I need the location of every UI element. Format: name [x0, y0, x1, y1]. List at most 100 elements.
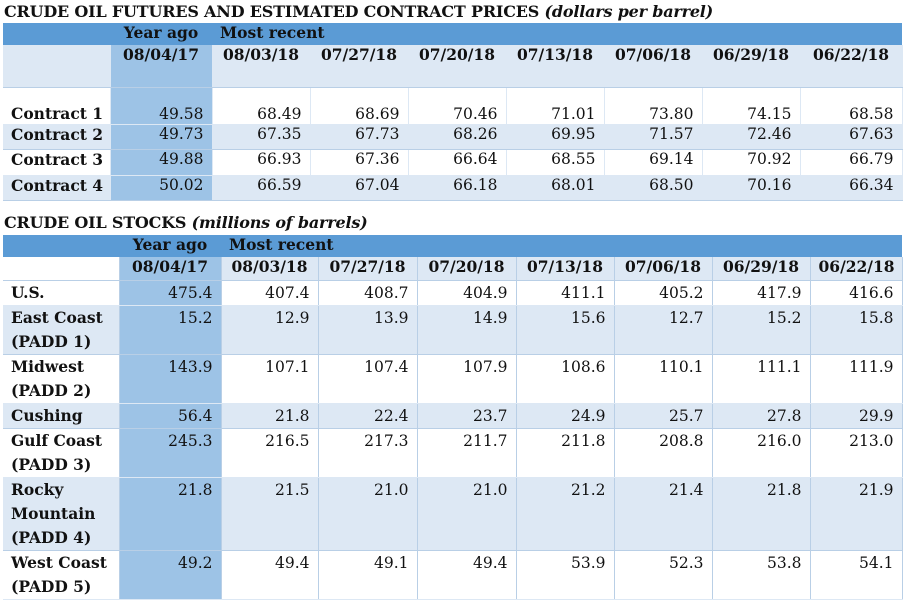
futures-value: 67.04: [310, 175, 409, 201]
stocks-unit: (millions of barrels): [191, 213, 368, 232]
stocks-year-ago-value: 15.2: [119, 305, 222, 355]
futures-value: 66.93: [212, 149, 311, 176]
stocks-date: 07/06/18: [614, 257, 713, 281]
stocks-value: 107.4: [318, 354, 418, 404]
futures-value: 71.57: [604, 124, 703, 150]
futures-title-text: CRUDE OIL FUTURES AND ESTIMATED CONTRACT…: [4, 2, 540, 21]
futures-year-ago-value: 49.73: [110, 124, 213, 150]
futures-year-ago-value: 49.58: [110, 87, 213, 125]
futures-row-label: Contract 1: [3, 87, 111, 125]
futures-value: 66.79: [800, 149, 903, 176]
futures-value: 66.18: [408, 175, 507, 201]
stocks-date: 07/20/18: [417, 257, 517, 281]
stocks-date-blank: [3, 257, 120, 281]
futures-value: 69.95: [506, 124, 605, 150]
futures-value: 67.36: [310, 149, 409, 176]
futures-row: Contract 1 49.58 68.49 68.69 70.46 71.01 73.80…: [3, 87, 903, 125]
stocks-title-text: CRUDE OIL STOCKS: [4, 213, 187, 232]
futures-value: 68.01: [506, 175, 605, 201]
stocks-value: 213.0: [810, 428, 903, 478]
stocks-value: 416.6: [810, 280, 903, 306]
stocks-value: 417.9: [712, 280, 811, 306]
futures-year-ago-value: 50.02: [110, 175, 213, 201]
stocks-title: CRUDE OIL STOCKS (millions of barrels): [4, 214, 368, 232]
stocks-row: U.S. 475.4 407.4 408.7 404.9 411.1 405.2 417.9 4…: [3, 280, 903, 306]
stocks-value: 21.8: [221, 403, 319, 429]
stocks-value: 49.1: [318, 550, 418, 600]
futures-row: Contract 2 49.73 67.35 67.73 68.26 69.95 71.57…: [3, 124, 903, 150]
stocks-row: West Coast (PADD 5) 49.2 49.4 49.1 49.4 53.9 5…: [3, 550, 903, 600]
stocks-year-ago-value: 143.9: [119, 354, 222, 404]
stocks-value: 21.0: [318, 477, 418, 551]
stocks-value: 29.9: [810, 403, 903, 429]
futures-value: 69.14: [604, 149, 703, 176]
futures-title: CRUDE OIL FUTURES AND ESTIMATED CONTRACT…: [4, 3, 713, 21]
futures-value: 67.73: [310, 124, 409, 150]
futures-date-year-ago: 08/04/17: [110, 45, 213, 88]
stocks-value: 49.4: [417, 550, 517, 600]
futures-value: 68.55: [506, 149, 605, 176]
futures-band-row: Year ago Most recent: [3, 23, 903, 45]
stocks-value: 107.9: [417, 354, 517, 404]
stocks-value: 111.1: [712, 354, 811, 404]
stocks-value: 408.7: [318, 280, 418, 306]
stocks-year-ago-value: 49.2: [119, 550, 222, 600]
futures-value: 66.64: [408, 149, 507, 176]
stocks-date: 08/03/18: [221, 257, 319, 281]
stocks-value: 107.1: [221, 354, 319, 404]
stocks-value: 53.9: [516, 550, 615, 600]
futures-year-ago-value: 49.88: [110, 149, 213, 176]
stocks-value: 21.9: [810, 477, 903, 551]
futures-date: 07/27/18: [310, 45, 409, 88]
stocks-table: Year ago Most recent 08/04/17 08/03/18 0…: [3, 235, 903, 600]
stocks-value: 216.5: [221, 428, 319, 478]
stocks-year-ago-label: Year ago: [119, 235, 221, 257]
stocks-row-label: Cushing: [3, 403, 120, 429]
stocks-year-ago-value: 21.8: [119, 477, 222, 551]
stocks-value: 24.9: [516, 403, 615, 429]
futures-year-ago-label: Year ago: [110, 23, 212, 45]
stocks-row-label: Gulf Coast (PADD 3): [3, 428, 120, 478]
stocks-value: 404.9: [417, 280, 517, 306]
stocks-value: 12.9: [221, 305, 319, 355]
stocks-date-year-ago: 08/04/17: [119, 257, 222, 281]
stocks-value: 21.0: [417, 477, 517, 551]
stocks-value: 49.4: [221, 550, 319, 600]
stocks-value: 21.4: [614, 477, 713, 551]
stocks-row-label: Midwest (PADD 2): [3, 354, 120, 404]
futures-date-row: 08/04/17 08/03/18 07/27/18 07/20/18 07/1…: [3, 45, 903, 88]
futures-table: Year ago Most recent 08/04/17 08/03/18 0…: [3, 23, 903, 201]
futures-row: Contract 3 49.88 66.93 67.36 66.64 68.55 69.14…: [3, 149, 903, 176]
stocks-year-ago-value: 56.4: [119, 403, 222, 429]
futures-value: 67.63: [800, 124, 903, 150]
stocks-value: 216.0: [712, 428, 811, 478]
stocks-year-ago-value: 475.4: [119, 280, 222, 306]
stocks-row: Cushing 56.4 21.8 22.4 23.7 24.9 25.7 27.8 29.9: [3, 403, 903, 429]
stocks-value: 411.1: [516, 280, 615, 306]
futures-row-label: Contract 3: [3, 149, 111, 176]
stocks-value: 14.9: [417, 305, 517, 355]
stocks-value: 21.2: [516, 477, 615, 551]
stocks-value: 111.9: [810, 354, 903, 404]
futures-date: 08/03/18: [212, 45, 311, 88]
stocks-value: 27.8: [712, 403, 811, 429]
futures-row-label: Contract 2: [3, 124, 111, 150]
futures-date: 06/22/18: [800, 45, 903, 88]
futures-value: 73.80: [604, 87, 703, 125]
stocks-row: East Coast (PADD 1) 15.2 12.9 13.9 14.9 15.6 1…: [3, 305, 903, 355]
stocks-date: 06/29/18: [712, 257, 811, 281]
stocks-value: 108.6: [516, 354, 615, 404]
futures-band-blank: [3, 23, 110, 45]
stocks-most-recent-label: Most recent: [221, 235, 903, 257]
stocks-row: Gulf Coast (PADD 3) 245.3 216.5 217.3 211.7 2…: [3, 428, 903, 478]
stocks-value: 405.2: [614, 280, 713, 306]
stocks-value: 15.6: [516, 305, 615, 355]
stocks-year-ago-value: 245.3: [119, 428, 222, 478]
futures-value: 71.01: [506, 87, 605, 125]
stocks-value: 52.3: [614, 550, 713, 600]
futures-date: 06/29/18: [702, 45, 801, 88]
futures-value: 68.50: [604, 175, 703, 201]
futures-date: 07/20/18: [408, 45, 507, 88]
stocks-date: 07/13/18: [516, 257, 615, 281]
stocks-band-row: Year ago Most recent: [3, 235, 903, 257]
